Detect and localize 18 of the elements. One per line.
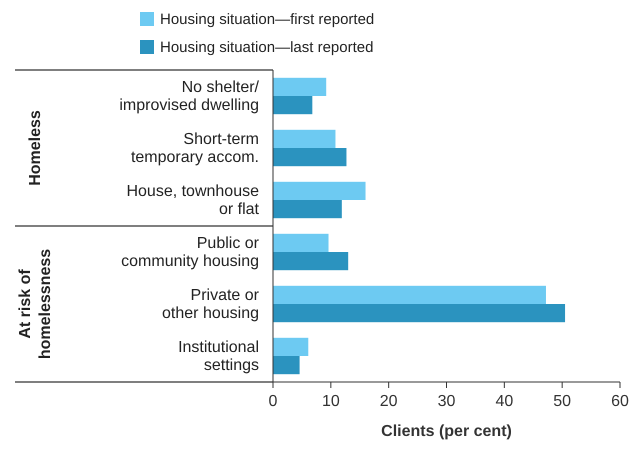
x-tick-label: 0 [268, 393, 278, 410]
y-tick-label: Short-term temporary accom. [130, 131, 259, 166]
x-tick-label: 20 [380, 393, 398, 410]
legend-label: Housing situation—last reported [160, 39, 374, 56]
y-tick-label: Institutional settings [178, 339, 259, 374]
text: At risk of homelessness [17, 248, 54, 360]
x-tick-label: 40 [495, 393, 514, 410]
x-tick-label: 10 [322, 393, 340, 410]
x-tick-label: 60 [611, 393, 629, 410]
x-axis-title: Clients (per cent) [381, 423, 512, 440]
y-tick-label: Public or community housing [121, 235, 260, 270]
y-tick-label: House, townhouse or flat [126, 183, 260, 218]
x-tick-label: 50 [553, 393, 572, 410]
x-tick-label: 30 [438, 393, 456, 410]
legend-label: Housing situation—first reported [160, 11, 374, 28]
text: Homeless [27, 110, 44, 186]
y-tick-label: No shelter/ improvised dwelling [119, 79, 260, 114]
y-tick-label: Private or other housing [162, 287, 260, 322]
